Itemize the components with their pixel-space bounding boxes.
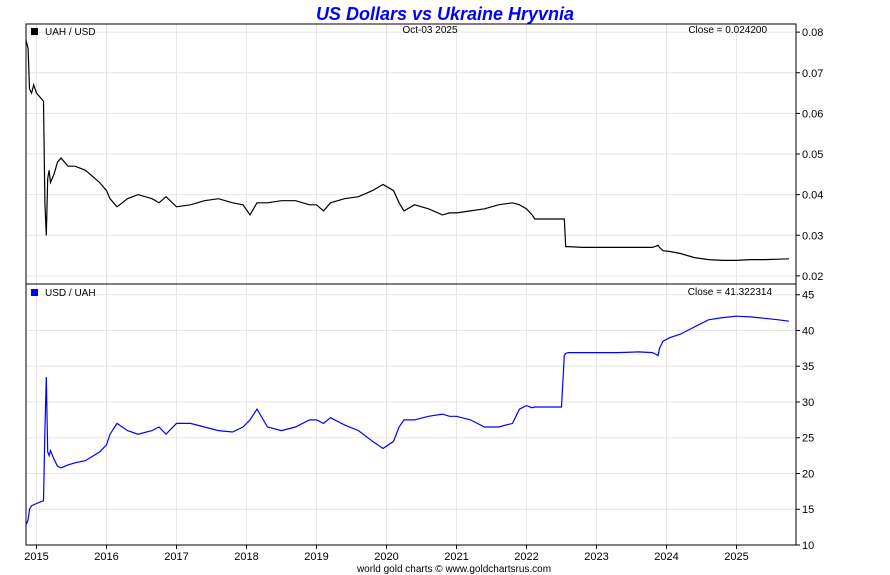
grid-bottom [26, 284, 796, 546]
y-axis-top: 0.02 0.03 0.04 0.05 0.06 0.07 0.08 [796, 27, 823, 283]
x-tick-label: 2019 [304, 551, 328, 563]
x-tick-label: 2022 [514, 551, 538, 563]
x-tick-label: 2025 [724, 551, 748, 563]
y-tick-label-top: 0.08 [802, 27, 823, 39]
y-tick-label-top: 0.05 [802, 149, 823, 161]
y-tick-label-bottom: 15 [802, 504, 814, 516]
legend-top: UAH / USD [45, 27, 96, 38]
legend-bottom: USD / UAH [45, 288, 96, 299]
y-tick-label-bottom: 35 [802, 361, 814, 373]
x-tick-label: 2021 [444, 551, 468, 563]
y-tick-label-top: 0.07 [802, 68, 823, 80]
series-line-usd-uah [25, 315, 790, 526]
x-tick-label: 2023 [584, 551, 608, 563]
x-tick-label: 2017 [164, 551, 188, 563]
footer-credit: world gold charts © www.goldchartsrus.co… [356, 564, 551, 575]
x-axis: 2015 2016 2017 2018 2019 2020 2021 2022 2023 2024… [24, 545, 749, 563]
y-axis-bottom: 10 15 20 25 30 35 40 45 [796, 290, 814, 552]
panel-top: UAH / USD Oct-03 2025 Close = 0.024200 0… [25, 23, 823, 285]
x-tick-label: 2015 [24, 551, 48, 563]
y-tick-label-bottom: 45 [802, 290, 814, 302]
y-tick-label-top: 0.06 [802, 108, 823, 120]
x-tick-label: 2016 [94, 551, 118, 563]
legend-swatch-top [31, 28, 38, 35]
y-tick-label-bottom: 40 [802, 325, 814, 337]
chart-title: US Dollars vs Ukraine Hryvnia [316, 4, 574, 24]
legend-swatch-bottom [31, 289, 38, 296]
y-tick-label-bottom: 20 [802, 468, 814, 480]
y-tick-label-bottom: 10 [802, 540, 814, 552]
y-tick-label-top: 0.03 [802, 230, 823, 242]
x-tick-label: 2020 [374, 551, 398, 563]
y-tick-label-bottom: 25 [802, 433, 814, 445]
y-tick-label-top: 0.04 [802, 190, 823, 202]
y-tick-label-bottom: 30 [802, 397, 814, 409]
x-tick-label: 2018 [234, 551, 258, 563]
y-tick-label-top: 0.02 [802, 271, 823, 283]
close-label-top: Close = 0.024200 [688, 25, 767, 36]
grid-top [26, 24, 796, 284]
panel-bottom: USD / UAH Close = 41.322314 10 15 20 25 30 35… [25, 283, 814, 552]
x-tick-label: 2024 [654, 551, 678, 563]
close-label-bottom: Close = 41.322314 [688, 287, 773, 298]
date-label: Oct-03 2025 [402, 25, 457, 36]
series-line-uah-usd [25, 40, 790, 261]
panel-bottom-frame [25, 283, 797, 546]
